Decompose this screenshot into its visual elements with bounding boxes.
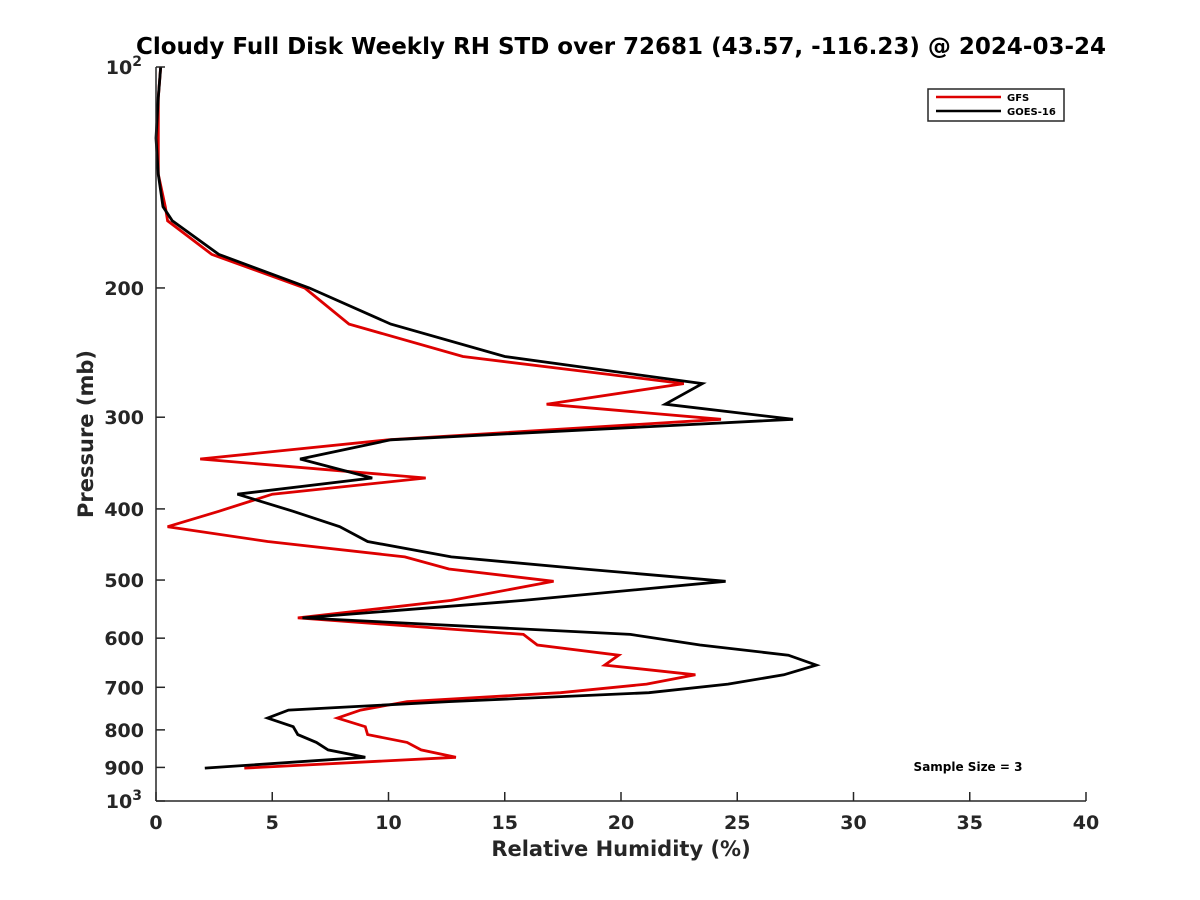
x-tick-label: 10: [375, 812, 401, 834]
series-line-gfs: [156, 66, 722, 770]
series-layer: [154, 66, 821, 770]
y-tick-label: 600: [104, 628, 144, 650]
legend: GFS GOES-16: [927, 88, 1065, 122]
x-tick-label: 0: [149, 812, 162, 834]
x-tick-label: 25: [724, 812, 750, 834]
y-tick-label: 400: [104, 499, 144, 521]
y-tick-label: 103: [106, 788, 142, 813]
x-tick-label: 20: [608, 812, 634, 834]
y-tick-label: 800: [104, 720, 144, 742]
x-tick-label: 40: [1073, 812, 1099, 834]
legend-label-gfs: GFS: [1007, 93, 1029, 104]
legend-label-goes16: GOES-16: [1007, 107, 1056, 118]
x-tick-label: 5: [266, 812, 279, 834]
y-axis-label: Pressure (mb): [74, 350, 98, 518]
y-tick-label: 700: [104, 677, 144, 699]
x-ticks: 0 5 10 15 20 25 30 35 40: [149, 792, 1099, 834]
sample-size-annotation: Sample Size = 3: [914, 760, 1023, 774]
y-tick-label: 102: [106, 54, 142, 79]
y-tick-label: 300: [104, 407, 144, 429]
x-axis-label: Relative Humidity (%): [491, 837, 750, 861]
x-tick-label: 35: [957, 812, 983, 834]
x-tick-label: 15: [492, 812, 518, 834]
y-tick-label: 200: [104, 278, 144, 300]
x-tick-label: 30: [840, 812, 866, 834]
chart-title: Cloudy Full Disk Weekly RH STD over 7268…: [136, 34, 1106, 60]
legend-box: [927, 88, 1065, 122]
series-line-goes16: [154, 66, 821, 770]
y-ticks: 102 200 300 400 500 600 700 800 900 103: [104, 54, 165, 813]
y-tick-label: 900: [104, 757, 144, 779]
y-tick-label: 500: [104, 570, 144, 592]
plot-area: [156, 67, 1086, 801]
